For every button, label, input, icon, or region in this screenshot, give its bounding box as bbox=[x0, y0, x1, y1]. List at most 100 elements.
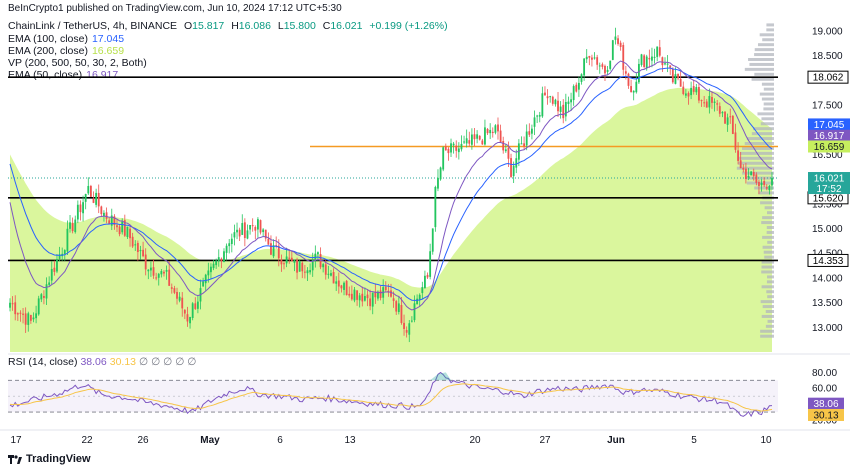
rsi-value: 38.06 bbox=[80, 356, 107, 368]
candle-body bbox=[371, 292, 374, 307]
candle-body bbox=[220, 258, 223, 262]
volume-profile-bar bbox=[742, 146, 774, 150]
candle-body bbox=[484, 127, 486, 145]
volume-profile-bar bbox=[761, 221, 774, 225]
candle-body bbox=[489, 129, 492, 134]
candle-body bbox=[554, 99, 557, 105]
candle-body bbox=[692, 86, 695, 92]
volume-profile bbox=[736, 23, 774, 338]
high-value: 16.086 bbox=[238, 20, 271, 32]
volume-profile-bar bbox=[767, 275, 774, 279]
rsi-legend[interactable]: RSI (14, close) 38.06 30.13 ∅ ∅ ∅ ∅ ∅ bbox=[8, 356, 196, 368]
volume-profile-bar bbox=[748, 58, 774, 61]
candle-body bbox=[507, 147, 510, 159]
time-tick-label: Jun bbox=[607, 435, 625, 446]
candle-body bbox=[395, 301, 398, 312]
candle-body bbox=[361, 293, 364, 302]
candle-body bbox=[405, 330, 408, 333]
candle-body bbox=[37, 298, 40, 315]
rsi-tick-label: 20.00 bbox=[812, 416, 837, 427]
candle-body bbox=[721, 112, 724, 114]
candle-body bbox=[424, 275, 426, 289]
candle-body bbox=[476, 134, 479, 139]
low-value: 15.800 bbox=[283, 20, 316, 32]
indicator-ema200[interactable]: EMA (200, close) 16.659 bbox=[8, 45, 124, 57]
candle-body bbox=[246, 230, 249, 239]
volume-profile-bar bbox=[749, 62, 774, 66]
price-label: 17.045 bbox=[814, 120, 845, 131]
candle-body bbox=[502, 141, 505, 151]
indicator-ema50[interactable]: EMA (50, close) 16.917 bbox=[8, 69, 118, 81]
candle-body bbox=[674, 74, 677, 84]
volume-profile-bar bbox=[761, 270, 774, 274]
indicator-value: 16.917 bbox=[86, 69, 119, 81]
tradingview-brand: TradingView bbox=[26, 453, 91, 465]
time-tick-label: 17 bbox=[10, 435, 22, 446]
level-label: 14.353 bbox=[813, 256, 844, 267]
candle-body bbox=[79, 204, 82, 213]
volume-profile-bar bbox=[754, 48, 774, 52]
candle-body bbox=[643, 55, 646, 67]
time-tick-label: 6 bbox=[277, 435, 283, 446]
rsi-ma-value: 30.13 bbox=[109, 356, 137, 368]
volume-profile-bar bbox=[763, 250, 774, 254]
candle-body bbox=[238, 229, 241, 237]
volume-profile-bar bbox=[751, 77, 774, 81]
candle-body bbox=[262, 229, 265, 233]
volume-profile-bar bbox=[766, 290, 774, 294]
candle-body bbox=[418, 294, 421, 300]
volume-profile-bar bbox=[765, 324, 774, 328]
candle-body bbox=[163, 271, 165, 274]
candle-body bbox=[285, 256, 288, 264]
candle-body bbox=[679, 78, 682, 87]
rsi-line bbox=[9, 371, 773, 418]
candle-body bbox=[150, 267, 152, 271]
indicator-ema100[interactable]: EMA (100, close) 17.045 bbox=[8, 33, 124, 45]
candle-body bbox=[233, 232, 236, 238]
candle-body bbox=[614, 36, 617, 40]
candle-body bbox=[241, 223, 244, 235]
indicator-vp[interactable]: VP (200, 500, 50, 30, 2, Both) bbox=[8, 57, 147, 69]
candle-body bbox=[567, 101, 570, 104]
volume-profile-bar bbox=[754, 53, 774, 57]
tradingview-footer[interactable]: TradingView bbox=[8, 453, 91, 465]
candle-body bbox=[619, 42, 622, 47]
candle-body bbox=[538, 115, 541, 117]
volume-profile-bar bbox=[760, 201, 774, 205]
candle-body bbox=[470, 134, 473, 145]
volume-profile-bar bbox=[765, 310, 774, 313]
symbol-name[interactable]: ChainLink / TetherUS, 4h, BINANCE bbox=[8, 20, 178, 32]
candle-body bbox=[53, 267, 56, 272]
candle-body bbox=[56, 259, 58, 272]
candle-body bbox=[32, 317, 35, 320]
candles bbox=[9, 27, 773, 343]
candle-body bbox=[215, 260, 218, 266]
candle-body bbox=[739, 160, 742, 169]
candle-body bbox=[755, 174, 758, 183]
candle-body bbox=[296, 259, 298, 273]
candle-body bbox=[254, 227, 257, 231]
candle-body bbox=[713, 101, 716, 103]
candle-body bbox=[695, 87, 698, 93]
candle-body bbox=[212, 263, 215, 269]
candle-body bbox=[243, 222, 246, 238]
candle-body bbox=[690, 87, 693, 96]
candle-body bbox=[358, 295, 361, 301]
candle-body bbox=[533, 117, 536, 127]
candle-body bbox=[455, 145, 458, 151]
candle-body bbox=[400, 305, 403, 323]
candle-body bbox=[410, 320, 413, 322]
candle-body bbox=[390, 290, 392, 297]
candle-body bbox=[473, 134, 476, 140]
candle-body bbox=[640, 54, 643, 65]
candle-body bbox=[147, 269, 150, 272]
candle-body bbox=[317, 252, 319, 255]
candle-body bbox=[379, 290, 382, 298]
candle-body bbox=[322, 264, 325, 268]
candle-body bbox=[100, 206, 103, 215]
candle-body bbox=[71, 223, 74, 232]
candle-body bbox=[481, 140, 484, 145]
candle-body bbox=[546, 96, 549, 99]
candle-body bbox=[103, 212, 105, 217]
